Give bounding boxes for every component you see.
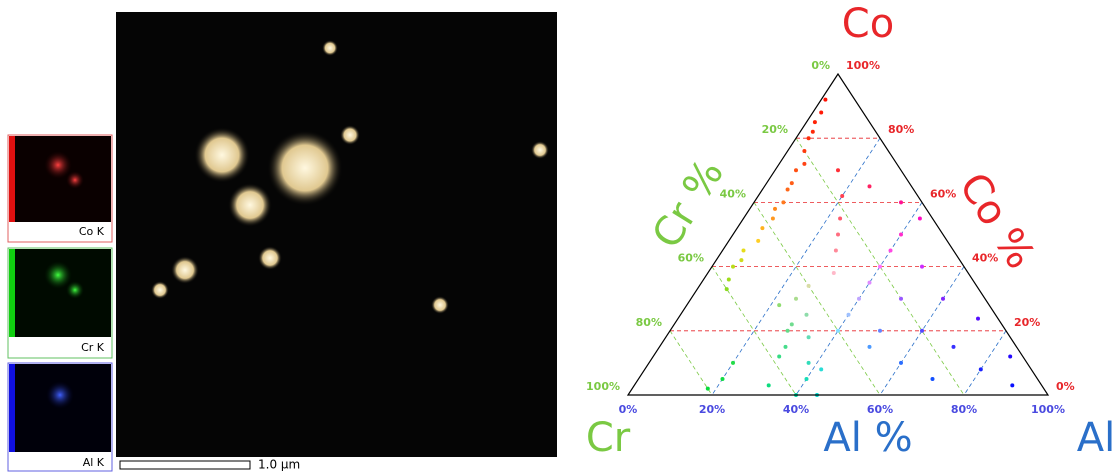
- data-point: [771, 216, 775, 220]
- co-tick-label: 80%: [888, 123, 914, 136]
- data-point: [727, 277, 731, 281]
- data-point: [920, 329, 924, 333]
- al-tick-label: 20%: [699, 403, 725, 416]
- al-tick-label: 80%: [951, 403, 977, 416]
- data-point: [784, 345, 788, 349]
- data-point: [813, 120, 817, 124]
- co-tick-label: 100%: [846, 59, 880, 72]
- data-point: [794, 297, 798, 301]
- data-point: [802, 149, 806, 153]
- data-point: [941, 297, 945, 301]
- figure: Co K Cr K Al K 1.0 μm 0%20%40%60%80%100%…: [0, 0, 1118, 473]
- data-point: [899, 361, 903, 365]
- scale-bar-label: 1.0 μm: [258, 458, 300, 472]
- al-tick-label: 100%: [1031, 403, 1065, 416]
- composite-map: 1.0 μm: [116, 12, 557, 472]
- data-point: [731, 361, 735, 365]
- data-point: [760, 226, 764, 230]
- data-point: [739, 258, 743, 262]
- al-map: Al K: [8, 363, 112, 471]
- data-point: [899, 233, 903, 237]
- data-point: [931, 377, 935, 381]
- data-point: [781, 200, 785, 204]
- cr-tick-label: 100%: [586, 380, 620, 393]
- data-point: [805, 313, 809, 317]
- axis-title: Cr %: [644, 151, 733, 256]
- data-point: [920, 265, 924, 269]
- data-point: [777, 303, 781, 307]
- data-point: [889, 249, 893, 253]
- data-point: [918, 216, 922, 220]
- axis-title: Co %: [950, 165, 1044, 277]
- corner-label: Cr: [586, 415, 631, 461]
- data-point: [868, 184, 872, 188]
- grid-line: [754, 202, 880, 395]
- data-point: [878, 265, 882, 269]
- data-point: [832, 271, 836, 275]
- data-point: [857, 297, 861, 301]
- data-point: [868, 345, 872, 349]
- cr-tick-label: 0%: [811, 59, 830, 72]
- panel-label: Co K: [79, 225, 105, 238]
- data-point: [836, 168, 840, 172]
- data-point: [767, 383, 771, 387]
- corner-label: Al: [1077, 415, 1115, 461]
- data-point: [777, 354, 781, 358]
- data-point: [807, 335, 811, 339]
- panel-label: Al K: [83, 456, 105, 469]
- co-map: Co K: [8, 135, 112, 242]
- data-point: [794, 168, 798, 172]
- grid-line: [964, 331, 1006, 395]
- al-tick-label: 40%: [783, 403, 809, 416]
- data-point: [899, 297, 903, 301]
- data-point: [786, 329, 790, 333]
- data-point: [899, 200, 903, 204]
- data-point: [979, 367, 983, 371]
- data-point: [819, 111, 823, 115]
- data-point: [802, 162, 806, 166]
- data-point: [805, 377, 809, 381]
- data-point: [836, 329, 840, 333]
- cr-tick-label: 20%: [762, 123, 788, 136]
- cr-tick-label: 80%: [636, 316, 662, 329]
- ternary-chart: 0%20%40%60%80%100%0%20%40%60%80%100%0%20…: [586, 1, 1115, 461]
- data-point: [847, 313, 851, 317]
- axis-title: Al %: [823, 415, 912, 461]
- cr-map: Cr K: [8, 248, 112, 358]
- data-point: [786, 188, 790, 192]
- data-point: [838, 216, 842, 220]
- data-point: [823, 98, 827, 102]
- data-point: [807, 284, 811, 288]
- data-point: [840, 194, 844, 198]
- data-point: [807, 136, 811, 140]
- data-point: [952, 345, 956, 349]
- data-point: [1008, 354, 1012, 358]
- data-point: [756, 239, 760, 243]
- data-point: [878, 329, 882, 333]
- data-point: [773, 207, 777, 211]
- data-point: [725, 287, 729, 291]
- data-point: [836, 233, 840, 237]
- data-point: [807, 361, 811, 365]
- co-tick-label: 20%: [1014, 316, 1040, 329]
- data-point: [976, 317, 980, 321]
- data-point: [811, 130, 815, 134]
- panel-label: Cr K: [81, 341, 105, 354]
- data-point: [819, 367, 823, 371]
- corner-label: Co: [842, 1, 894, 47]
- grid-line: [670, 331, 712, 395]
- data-point: [742, 249, 746, 253]
- data-point: [790, 322, 794, 326]
- co-tick-label: 0%: [1056, 380, 1075, 393]
- data-point: [1010, 383, 1014, 387]
- data-point: [706, 387, 710, 391]
- data-point: [868, 281, 872, 285]
- data-point: [790, 181, 794, 185]
- data-point: [721, 377, 725, 381]
- data-point: [834, 249, 838, 253]
- data-point: [731, 265, 735, 269]
